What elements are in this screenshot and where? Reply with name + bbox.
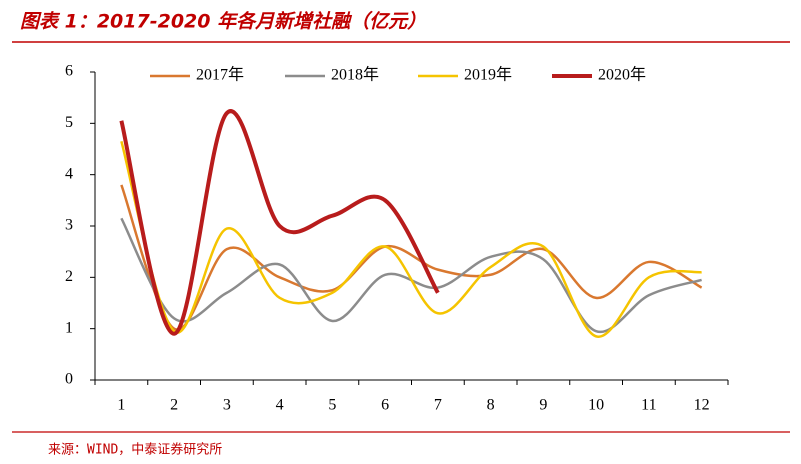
series-line	[120, 184, 703, 331]
y-tick-label: 0	[65, 371, 73, 388]
legend-label: 2019年	[464, 66, 512, 84]
chart-title: 图表 1：2017-2020 年各月新增社融（亿元）	[20, 11, 426, 33]
legend-label: 2017年	[196, 66, 244, 84]
x-tick-label: 12	[694, 397, 710, 414]
x-tick-label: 6	[381, 397, 389, 414]
series-line	[119, 109, 440, 336]
source: 来源：WIND，中泰证券研究所	[48, 442, 222, 458]
x-tick-label: 7	[434, 397, 442, 414]
series-line	[120, 217, 702, 334]
x-tick-label: 5	[328, 397, 336, 414]
x-tick-label: 11	[641, 397, 656, 414]
y-tick-label: 4	[65, 165, 73, 182]
x-tick-label: 9	[539, 397, 547, 414]
y-tick-label: 6	[65, 63, 73, 80]
x-tick-label: 2	[170, 397, 178, 414]
y-tick-label: 3	[65, 217, 73, 234]
y-tick-label: 2	[65, 268, 73, 285]
legend-label: 2020年	[598, 66, 646, 84]
series-line	[120, 140, 702, 338]
y-tick-label: 5	[65, 114, 73, 131]
x-tick-label: 4	[276, 397, 284, 414]
x-tick-label: 10	[588, 397, 604, 414]
x-tick-label: 1	[117, 397, 125, 414]
x-tick-label: 3	[223, 397, 231, 414]
legend-label: 2018年	[331, 66, 379, 84]
y-tick-label: 1	[65, 319, 73, 336]
x-tick-label: 8	[487, 397, 495, 414]
